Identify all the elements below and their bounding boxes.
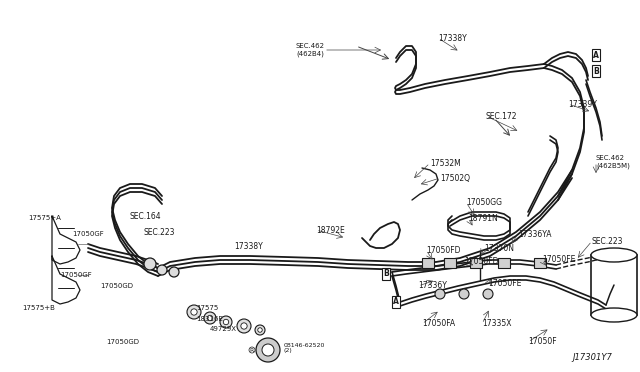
Text: 17050FD: 17050FD [464,257,499,266]
Text: 17050FD: 17050FD [426,246,461,254]
Circle shape [459,289,469,299]
Circle shape [157,265,167,275]
Text: 17575+A: 17575+A [28,215,61,221]
Circle shape [241,323,247,329]
Text: 17370N: 17370N [484,244,514,253]
Text: 08146-62520
(2): 08146-62520 (2) [284,343,325,353]
Text: 17532M: 17532M [430,158,461,167]
Circle shape [223,319,228,325]
Text: SEC.172: SEC.172 [486,112,518,121]
Text: 17336Y: 17336Y [418,282,447,291]
Ellipse shape [591,248,637,262]
Text: 17335X: 17335X [482,320,511,328]
Circle shape [220,316,232,328]
Text: 49729X: 49729X [210,326,237,332]
Text: R: R [250,347,254,353]
Text: A: A [393,298,399,307]
Circle shape [262,344,274,356]
Circle shape [435,289,445,299]
Text: 17050FE: 17050FE [542,256,575,264]
Text: 17338Y: 17338Y [438,33,467,42]
Circle shape [258,328,262,332]
Ellipse shape [591,308,637,322]
Bar [591,255,637,315]
Text: A: A [593,51,599,60]
Text: 17050GG: 17050GG [466,198,502,206]
Text: 18316E: 18316E [196,316,223,322]
Bar [470,258,482,268]
Circle shape [169,267,179,277]
Text: 17050FE: 17050FE [488,279,522,289]
Text: SEC.462
(462B5M): SEC.462 (462B5M) [596,155,630,169]
Text: 17050FA: 17050FA [422,320,455,328]
Text: 17502Q: 17502Q [440,173,470,183]
Text: 17575: 17575 [196,305,218,311]
Text: 17050GD: 17050GD [106,339,139,345]
Text: J17301Y7: J17301Y7 [572,353,612,362]
Text: B: B [383,269,389,279]
Text: 17338Y: 17338Y [234,241,263,250]
Text: SEC.164: SEC.164 [130,212,162,221]
Bar [444,258,456,268]
Text: SEC.462
(462B4): SEC.462 (462B4) [295,43,324,57]
Circle shape [204,312,216,324]
Text: SEC.223: SEC.223 [144,228,175,237]
Bar [422,258,434,268]
Circle shape [483,289,493,299]
Text: 17339Y: 17339Y [568,99,597,109]
Text: 17050F: 17050F [528,337,557,346]
Circle shape [255,325,265,335]
Text: SEC.223: SEC.223 [592,237,623,246]
Text: 17336YA: 17336YA [518,230,552,238]
Bar [498,258,510,268]
Circle shape [237,319,251,333]
Circle shape [256,338,280,362]
Circle shape [144,258,156,270]
Bar [534,258,546,268]
Text: 17575+B: 17575+B [22,305,55,311]
Text: B: B [593,67,599,76]
Circle shape [191,309,197,315]
Text: 17050GD: 17050GD [100,283,133,289]
Circle shape [187,305,201,319]
Text: 17050GF: 17050GF [60,272,92,278]
Text: 18791N: 18791N [468,214,498,222]
Circle shape [207,315,212,321]
Text: 18792E: 18792E [316,225,345,234]
Text: 17050GF: 17050GF [72,231,104,237]
